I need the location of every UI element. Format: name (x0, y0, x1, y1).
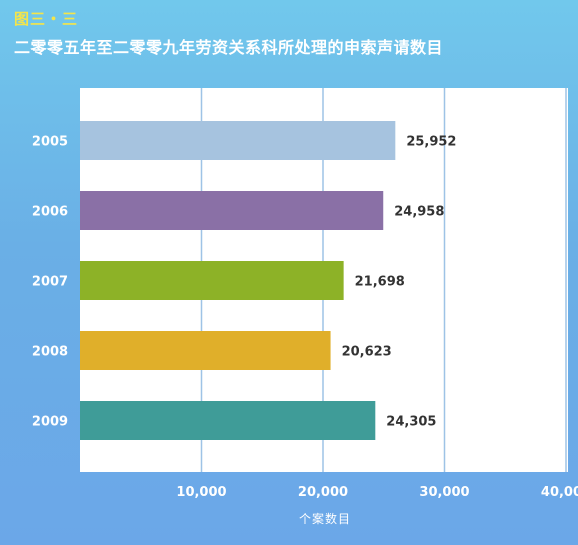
data-label: 24,305 (386, 415, 436, 430)
x-tick-label: 40,000 (541, 485, 578, 500)
bar (80, 401, 376, 440)
x-tick-label: 20,000 (298, 485, 348, 500)
figure-number: 图三・三 (14, 10, 79, 28)
x-axis-title: 个案数目 (299, 511, 351, 526)
bar (80, 121, 396, 160)
x-tick-label: 30,000 (419, 485, 469, 500)
bar (80, 331, 331, 370)
y-tick-label: 2007 (32, 275, 68, 290)
bar (80, 261, 344, 300)
data-label: 21,698 (355, 275, 405, 290)
data-label: 24,958 (394, 205, 444, 220)
bar (80, 191, 384, 230)
y-tick-label: 2006 (32, 205, 68, 220)
y-tick-label: 2008 (32, 345, 68, 360)
y-tick-label: 2009 (32, 415, 68, 430)
x-tick-label: 10,000 (176, 485, 226, 500)
data-label: 25,952 (406, 135, 456, 150)
data-label: 20,623 (342, 345, 392, 360)
chart-title: 二零零五年至二零零九年劳资关系科所处理的申索声请数目 (14, 38, 444, 57)
y-tick-label: 2005 (32, 135, 68, 150)
